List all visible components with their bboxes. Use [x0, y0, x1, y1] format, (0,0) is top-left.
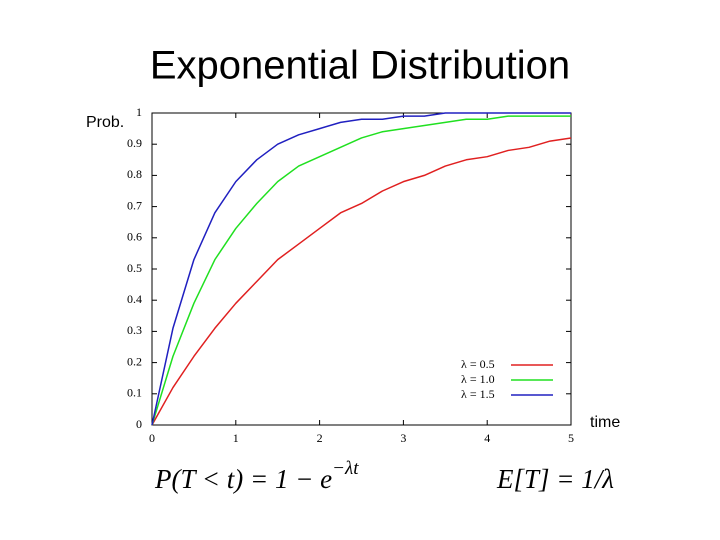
formula-main: P(T < t) = 1 − e — [154, 464, 332, 494]
x-tick-label: 1 — [233, 431, 239, 445]
y-axis-label: Prob. — [86, 114, 124, 131]
y-tick-label: 0.6 — [127, 230, 142, 244]
x-axis-label: time — [590, 414, 620, 431]
plot-frame — [151, 112, 572, 426]
legend-label: λ = 1.5 — [461, 387, 495, 401]
series-line — [151, 137, 572, 426]
y-tick-label: 0.5 — [127, 261, 142, 275]
y-tick-label: 0.3 — [127, 323, 142, 337]
series-line — [151, 115, 571, 426]
y-tick-label: 0.4 — [127, 292, 142, 306]
x-tick-label: 3 — [400, 431, 406, 445]
x-tick-label: 5 — [568, 431, 574, 445]
y-tick-label: 0.9 — [127, 136, 142, 150]
y-tick-label: 1 — [136, 105, 142, 119]
x-tick-label: 0 — [149, 431, 155, 445]
x-tick-label: 4 — [484, 431, 490, 445]
legend-label: λ = 1.0 — [461, 372, 495, 386]
formula: E[T] = 1/λ — [496, 464, 614, 494]
formula-superscript: −λt — [332, 458, 359, 479]
x-tick-label: 2 — [317, 431, 323, 445]
slide-title: Exponential Distribution — [150, 44, 570, 88]
legend-label: λ = 0.5 — [461, 357, 495, 371]
y-tick-label: 0 — [136, 417, 142, 431]
y-tick-label: 0.2 — [127, 354, 142, 368]
y-tick-label: 0.8 — [127, 167, 142, 181]
series-line — [151, 112, 571, 426]
formula: P(T < t) = 1 − e−λt — [154, 458, 359, 494]
y-tick-label: 0.1 — [127, 386, 142, 400]
y-tick-label: 0.7 — [127, 198, 142, 212]
